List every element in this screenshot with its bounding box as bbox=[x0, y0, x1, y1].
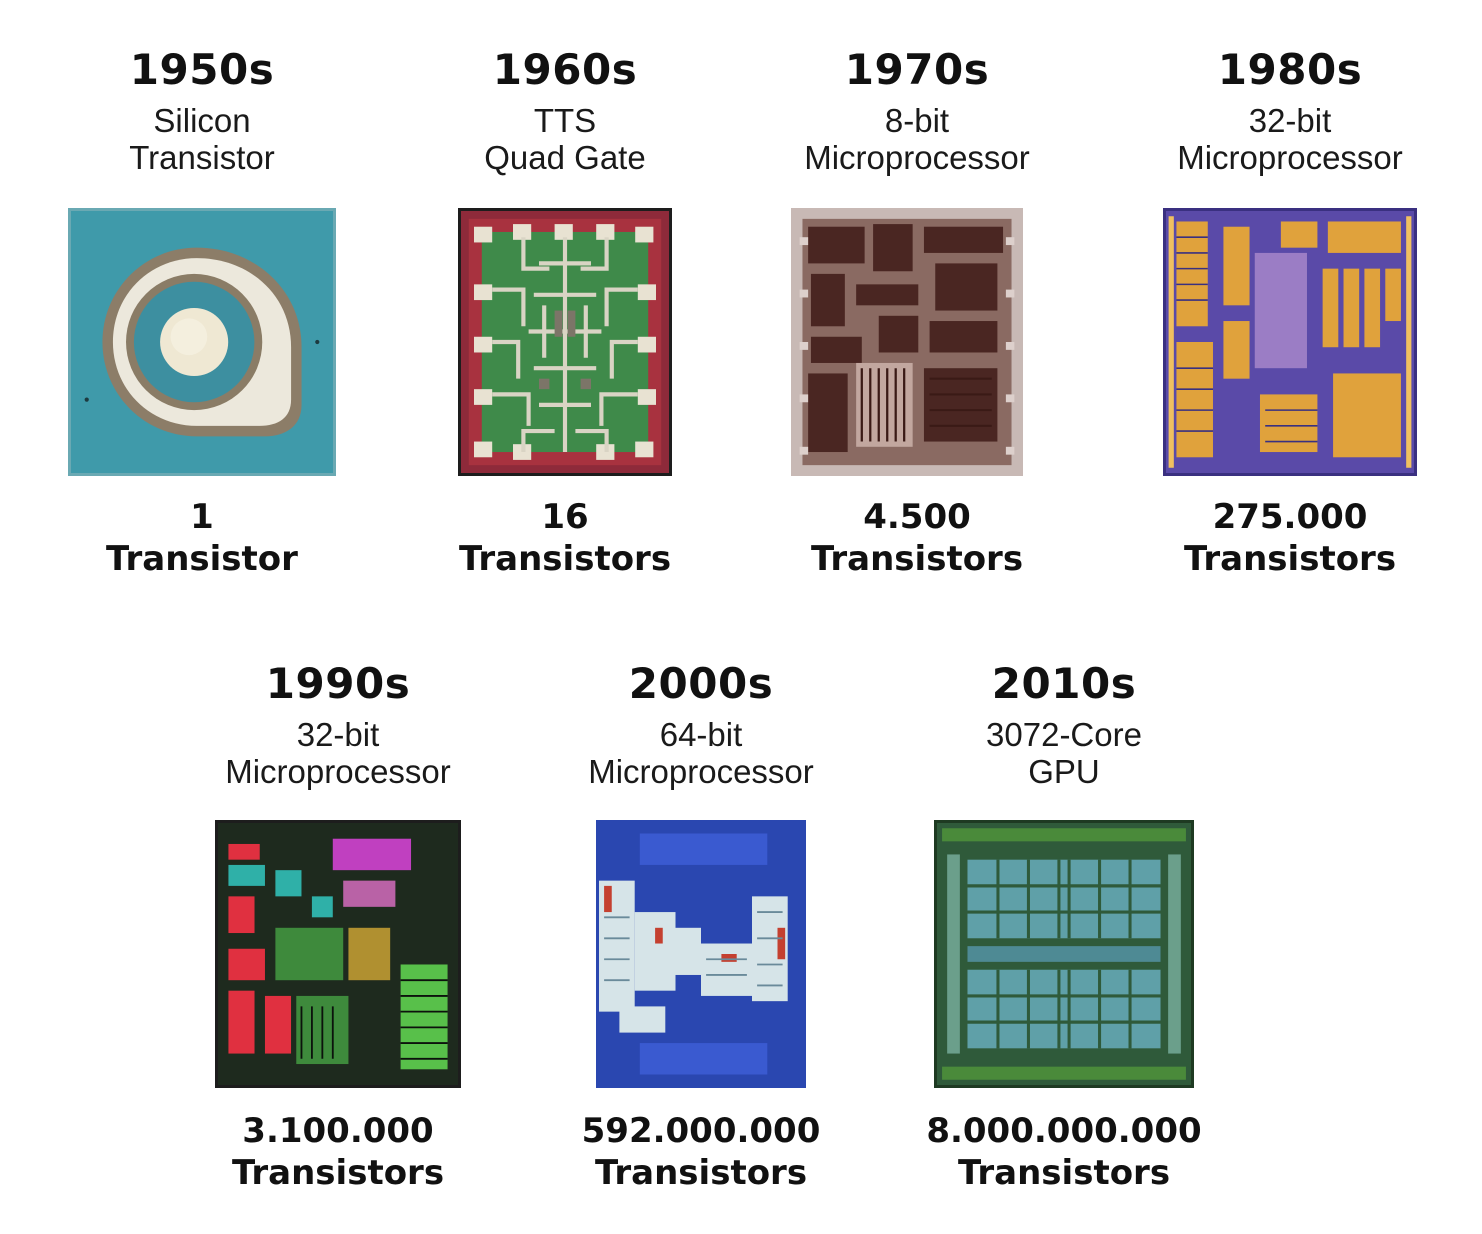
milestone-1990s: 1990s 32-bit Microprocessor bbox=[168, 614, 508, 1214]
transistor-count: 592.000.000 Transistors bbox=[581, 1111, 821, 1193]
chip-description: 32-bit Microprocessor bbox=[1177, 102, 1403, 176]
chip-description: 3072-Core GPU bbox=[986, 716, 1142, 790]
chip-description: TTS Quad Gate bbox=[484, 102, 646, 176]
milestone-1950s: 1950s Silicon Transistor 1 Transistor bbox=[32, 0, 372, 620]
32bit-microprocessor-color-die-icon bbox=[215, 820, 461, 1088]
silicon-transistor-die-icon bbox=[68, 208, 336, 476]
transistor-count: 275.000 Transistors bbox=[1183, 497, 1397, 579]
transistor-count: 3.100.000 Transistors bbox=[231, 1111, 445, 1193]
8bit-microprocessor-die-icon bbox=[790, 208, 1023, 476]
decade-label: 2010s bbox=[991, 659, 1137, 708]
milestone-1970s: 1970s 8-bit Microprocessor bbox=[747, 0, 1087, 620]
milestone-1960s: 1960s TTS Quad Gate bbox=[395, 0, 735, 620]
chip-description: 8-bit Microprocessor bbox=[804, 102, 1030, 176]
chip-description: 32-bit Microprocessor bbox=[225, 716, 451, 790]
milestone-1980s: 1980s 32-bit Microprocessor bbox=[1120, 0, 1460, 620]
decade-label: 1950s bbox=[129, 45, 275, 94]
32bit-microprocessor-die-icon bbox=[1163, 208, 1417, 476]
decade-label: 1970s bbox=[844, 45, 990, 94]
decade-label: 1960s bbox=[492, 45, 638, 94]
chip-description: Silicon Transistor bbox=[129, 102, 275, 176]
chip-description: 64-bit Microprocessor bbox=[588, 716, 814, 790]
decade-label: 1990s bbox=[265, 659, 411, 708]
transistor-count: 1 Transistor bbox=[106, 497, 298, 579]
decade-label: 2000s bbox=[628, 659, 774, 708]
transistor-count: 16 Transistors bbox=[458, 497, 672, 579]
gpu-die-icon bbox=[934, 820, 1194, 1088]
milestone-2000s: 2000s 64-bit Microprocessor 592.000 bbox=[531, 614, 871, 1214]
64bit-microprocessor-die-icon bbox=[596, 820, 806, 1088]
decade-label: 1980s bbox=[1217, 45, 1363, 94]
quad-gate-die-icon bbox=[458, 208, 672, 476]
transistor-count: 8.000.000.000 Transistors bbox=[926, 1111, 1202, 1193]
transistor-count: 4.500 Transistors bbox=[810, 497, 1024, 579]
milestone-2010s: 2010s 3072-Core GPU 8.000.000.000 T bbox=[894, 614, 1234, 1214]
